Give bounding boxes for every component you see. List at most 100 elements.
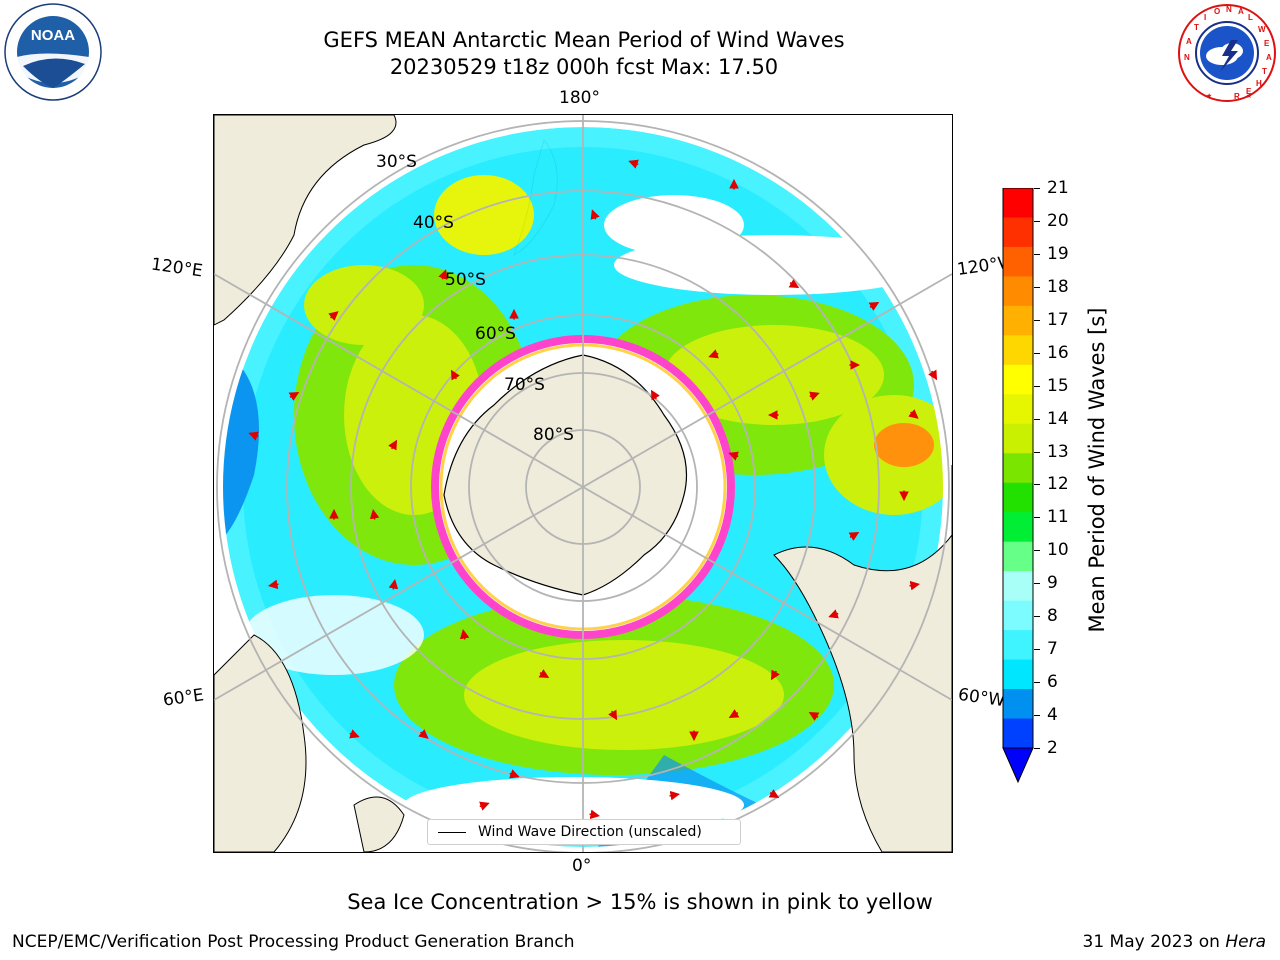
wind-wave-arrow	[450, 369, 460, 381]
colorbar-tick-label: 6	[1047, 672, 1058, 693]
colorbar-swatch	[1003, 689, 1033, 720]
colorbar-tick-mark	[1034, 715, 1040, 717]
colorbar-tick-mark	[1034, 385, 1040, 387]
chart-subtitle: 20230529 t18z 000h fcst Max: 17.50	[389, 55, 779, 79]
colorbar-tick-label: 17	[1047, 309, 1069, 330]
wind-wave-arrow	[438, 269, 448, 280]
colorbar-swatch	[1003, 718, 1033, 749]
colorbar-swatch	[1003, 512, 1033, 543]
colorbar	[1002, 187, 1034, 784]
wind-wave-arrow	[708, 349, 719, 359]
svg-text:R: R	[1234, 92, 1240, 101]
svg-text:★: ★	[1206, 92, 1212, 100]
colorbar-tick-mark	[1034, 616, 1040, 618]
wind-wave-arrow	[509, 769, 520, 779]
colorbar-tick-mark	[1034, 319, 1040, 321]
colorbar-tick-label: 21	[1047, 178, 1069, 198]
lat-label-60s: 60°S	[475, 324, 516, 344]
colorbar-tick-mark	[1034, 451, 1040, 453]
colorbar-tick-mark	[1034, 253, 1040, 255]
wind-wave-arrow	[728, 451, 739, 461]
colorbar-tick-mark	[1034, 484, 1040, 486]
colorbar-tick-mark	[1034, 286, 1040, 288]
colorbar-tick-label: 2	[1047, 738, 1058, 758]
svg-text:E: E	[1264, 39, 1270, 48]
wind-wave-arrow	[770, 669, 780, 681]
noaa-logo: NOAA	[3, 2, 103, 102]
colorbar-tick-mark	[1034, 550, 1040, 552]
lat-label-70s: 70°S	[504, 375, 545, 395]
colorbar-tick-label: 11	[1047, 507, 1069, 528]
colorbar-tick-mark	[1034, 352, 1040, 354]
svg-text:A: A	[1266, 53, 1272, 62]
lat-label-80s: 80°S	[533, 425, 574, 445]
colorbar-swatch	[1003, 188, 1033, 218]
colorbar-swatch	[1003, 453, 1033, 484]
colorbar-tick-mark	[1034, 517, 1040, 519]
colorbar-swatch	[1003, 630, 1033, 661]
wind-wave-arrow	[369, 508, 380, 520]
colorbar-label: Mean Period of Wind Waves [s]	[1085, 307, 1109, 633]
colorbar-outline	[1002, 187, 1034, 749]
lon-label-60e: 60°E	[161, 685, 206, 711]
svg-text:N: N	[1184, 53, 1190, 62]
svg-text:E: E	[1246, 87, 1252, 96]
footer-credit: NCEP/EMC/Verification Post Processing Pr…	[12, 932, 575, 952]
colorbar-tick-label: 15	[1047, 375, 1069, 396]
wind-wave-arrow	[808, 711, 820, 721]
colorbar-tick-label: 14	[1047, 408, 1069, 429]
colorbar-tick-mark	[1034, 682, 1040, 684]
colorbar-tick-mark	[1034, 418, 1040, 420]
wind-wave-arrow	[928, 369, 938, 381]
lon-label-120e: 120°E	[149, 254, 204, 282]
colorbar-swatch	[1003, 482, 1033, 513]
wind-wave-arrow	[459, 628, 470, 640]
colorbar-tick-label: 4	[1047, 705, 1058, 726]
wind-wave-arrow	[768, 789, 780, 799]
wind-wave-arrow	[828, 609, 839, 619]
colorbar-tick-mark	[1034, 220, 1040, 222]
svg-text:O: O	[1214, 7, 1220, 16]
wind-wave-arrow	[608, 709, 618, 721]
colorbar-tick-label: 7	[1047, 639, 1058, 660]
colorbar-tick-label: 18	[1047, 276, 1069, 297]
wind-wave-arrow	[909, 580, 921, 591]
wind-wave-arrows	[248, 159, 938, 820]
wind-wave-arrow	[650, 389, 660, 401]
svg-text:A: A	[1186, 37, 1192, 46]
colorbar-tick-mark	[1034, 748, 1040, 749]
colorbar-tick-label: 13	[1047, 441, 1069, 462]
svg-text:T: T	[1262, 67, 1267, 76]
map-panel	[213, 114, 953, 853]
wind-wave-arrow	[908, 409, 919, 419]
svg-text:★: ★	[1246, 92, 1252, 100]
wind-wave-arrow	[418, 729, 429, 739]
wind-wave-arrow	[728, 709, 740, 719]
svg-text:H: H	[1256, 79, 1262, 88]
colorbar-tick-label: 8	[1047, 606, 1058, 627]
colorbar-swatch	[1003, 600, 1033, 631]
colorbar-tick-label: 16	[1047, 342, 1069, 363]
svg-text:W: W	[1258, 25, 1266, 34]
colorbar-swatch	[1003, 276, 1033, 307]
wind-wave-arrow	[288, 391, 300, 401]
wind-wave-arrow	[479, 801, 490, 811]
lon-label-180: 180°	[559, 88, 600, 108]
wind-wave-arrow	[788, 279, 800, 289]
polar-map	[214, 115, 952, 852]
colorbar-tick-mark	[1034, 583, 1040, 585]
land-antarctica	[443, 354, 687, 596]
colorbar-tick-label: 9	[1047, 573, 1058, 594]
lat-label-50s: 50°S	[445, 270, 486, 290]
colorbar-tick-mark	[1034, 649, 1040, 651]
footer-date: 31 May 2023 on Hera	[1083, 932, 1267, 952]
lon-label-0: 0°	[572, 856, 592, 876]
wind-wave-arrow	[809, 391, 820, 401]
colorbar-swatch	[1003, 423, 1033, 454]
noaa-logo-text: NOAA	[31, 27, 75, 44]
svg-text:L: L	[1248, 13, 1253, 22]
wind-wave-arrow	[267, 579, 279, 590]
colorbar-swatch	[1003, 364, 1033, 395]
colorbar-tick-label: 20	[1047, 210, 1069, 231]
